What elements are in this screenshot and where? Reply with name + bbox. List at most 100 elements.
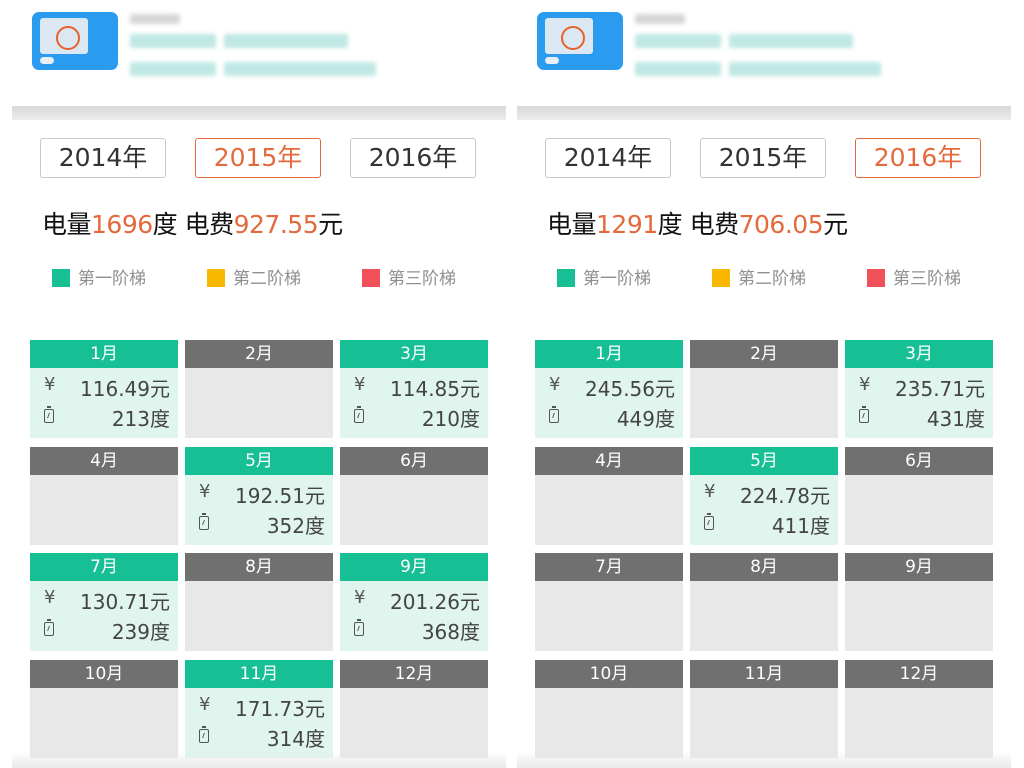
month-kwh: 368度	[421, 620, 480, 644]
yuan-icon: ¥	[199, 694, 211, 715]
card-face	[545, 18, 593, 54]
month-label: 10月	[30, 660, 178, 688]
yuan-icon: ¥	[199, 481, 211, 502]
fee-row: ¥130.71元	[30, 584, 178, 614]
month-cell[interactable]: 9月	[845, 553, 993, 651]
kwh-row: 314度	[185, 721, 333, 751]
month-cell[interactable]: 8月	[185, 553, 333, 651]
usage-summary: 电量1696度 电费927.55元	[42, 205, 343, 241]
month-fee: 201.26元	[390, 590, 480, 614]
month-label: 8月	[185, 553, 333, 581]
battery-icon	[199, 513, 209, 530]
month-fee: 224.78元	[740, 484, 830, 508]
battery-icon	[44, 406, 54, 423]
month-label: 8月	[690, 553, 838, 581]
phone-panel: 2014年 2015年 2016年 电量1696度 电费927.55元第一阶梯 第二阶梯…	[12, 0, 506, 768]
month-cell[interactable]: 1月 ¥245.56元 449度	[535, 340, 683, 438]
month-cell[interactable]: 6月	[845, 447, 993, 545]
battery-icon	[199, 726, 209, 743]
month-cell[interactable]: 3月 ¥114.85元 210度	[340, 340, 488, 438]
month-kwh: 239度	[111, 620, 170, 644]
month-cell[interactable]: 9月 ¥201.26元 368度	[340, 553, 488, 651]
legend-swatch	[867, 269, 885, 287]
legend-label: 第二阶梯	[233, 269, 301, 289]
blurred-account-info	[635, 34, 721, 48]
month-fee: 130.71元	[80, 590, 170, 614]
year-tab-2016[interactable]: 2016年	[350, 138, 476, 178]
month-label: 6月	[845, 447, 993, 475]
yuan-icon: ¥	[354, 374, 366, 395]
month-cell[interactable]: 12月	[845, 660, 993, 758]
fee-row: ¥235.71元	[845, 371, 993, 401]
month-kwh: 314度	[266, 727, 325, 751]
kwh-row: 449度	[535, 401, 683, 431]
month-label: 10月	[535, 660, 683, 688]
legend-swatch	[712, 269, 730, 287]
month-label: 3月	[845, 340, 993, 368]
fee-row: ¥116.49元	[30, 371, 178, 401]
header-divider	[12, 106, 506, 120]
month-label: 1月	[535, 340, 683, 368]
month-cell[interactable]: 8月	[690, 553, 838, 651]
month-label: 9月	[845, 553, 993, 581]
legend-tier-1: 第一阶梯	[52, 268, 146, 290]
month-cell[interactable]: 4月	[30, 447, 178, 545]
month-cell[interactable]: 4月	[535, 447, 683, 545]
blurred-account-info	[224, 62, 376, 76]
month-fee: 235.71元	[895, 377, 985, 401]
header-divider	[517, 106, 1011, 120]
month-cell[interactable]: 5月 ¥192.51元 352度	[185, 447, 333, 545]
phone-panel: 2014年 2015年 2016年 电量1291度 电费706.05元 第一阶梯 第二阶梯…	[517, 0, 1011, 768]
fee-label: 电费	[689, 210, 740, 239]
legend-tier-2: 第二阶梯	[712, 268, 806, 290]
fee-row: ¥245.56元	[535, 371, 683, 401]
kwh-row: 411度	[690, 508, 838, 538]
battery-icon	[44, 619, 54, 636]
month-cell[interactable]: 11月	[690, 660, 838, 758]
month-cell[interactable]: 7月 ¥130.71元 239度	[30, 553, 178, 651]
month-label: 11月	[690, 660, 838, 688]
month-label: 6月	[340, 447, 488, 475]
month-cell[interactable]: 11月 ¥171.73元 314度	[185, 660, 333, 758]
bottom-edge	[517, 752, 1011, 768]
power-unit: 度	[152, 210, 178, 239]
year-tab-2016[interactable]: 2016年	[855, 138, 981, 178]
legend-tier-3: 第三阶梯	[362, 268, 456, 290]
month-fee: 171.73元	[235, 697, 325, 721]
month-cell[interactable]: 7月	[535, 553, 683, 651]
year-tab-2015[interactable]: 2015年	[700, 138, 826, 178]
month-cell[interactable]: 3月 ¥235.71元 431度	[845, 340, 993, 438]
fee-unit: 元	[823, 210, 848, 239]
card-chip-icon	[545, 57, 559, 64]
month-label: 9月	[340, 553, 488, 581]
month-fee: 116.49元	[80, 377, 170, 401]
kwh-row: 210度	[340, 401, 488, 431]
power-label: 电量	[42, 210, 92, 239]
fee-unit: 元	[318, 210, 343, 239]
month-label: 3月	[340, 340, 488, 368]
blurred-account-info	[130, 34, 216, 48]
year-tab-2014[interactable]: 2014年	[545, 138, 671, 178]
month-cell[interactable]: 1月 ¥116.49元 213度	[30, 340, 178, 438]
year-tab-2014[interactable]: 2014年	[40, 138, 166, 178]
year-tab-2015[interactable]: 2015年	[195, 138, 321, 178]
power-value: 1291	[596, 210, 658, 239]
month-cell[interactable]: 5月 ¥224.78元 411度	[690, 447, 838, 545]
kwh-row: 213度	[30, 401, 178, 431]
month-kwh: 352度	[266, 514, 325, 538]
month-cell[interactable]: 10月	[535, 660, 683, 758]
month-cell[interactable]: 2月	[690, 340, 838, 438]
month-label: 7月	[535, 553, 683, 581]
fee-row: ¥171.73元	[185, 691, 333, 721]
legend-swatch	[557, 269, 575, 287]
month-cell[interactable]: 2月	[185, 340, 333, 438]
month-label: 4月	[30, 447, 178, 475]
month-cell[interactable]: 6月	[340, 447, 488, 545]
month-cell[interactable]: 10月	[30, 660, 178, 758]
battery-icon	[354, 406, 364, 423]
month-label: 2月	[690, 340, 838, 368]
month-kwh: 411度	[771, 514, 830, 538]
card-face	[40, 18, 88, 54]
month-label: 4月	[535, 447, 683, 475]
month-cell[interactable]: 12月	[340, 660, 488, 758]
